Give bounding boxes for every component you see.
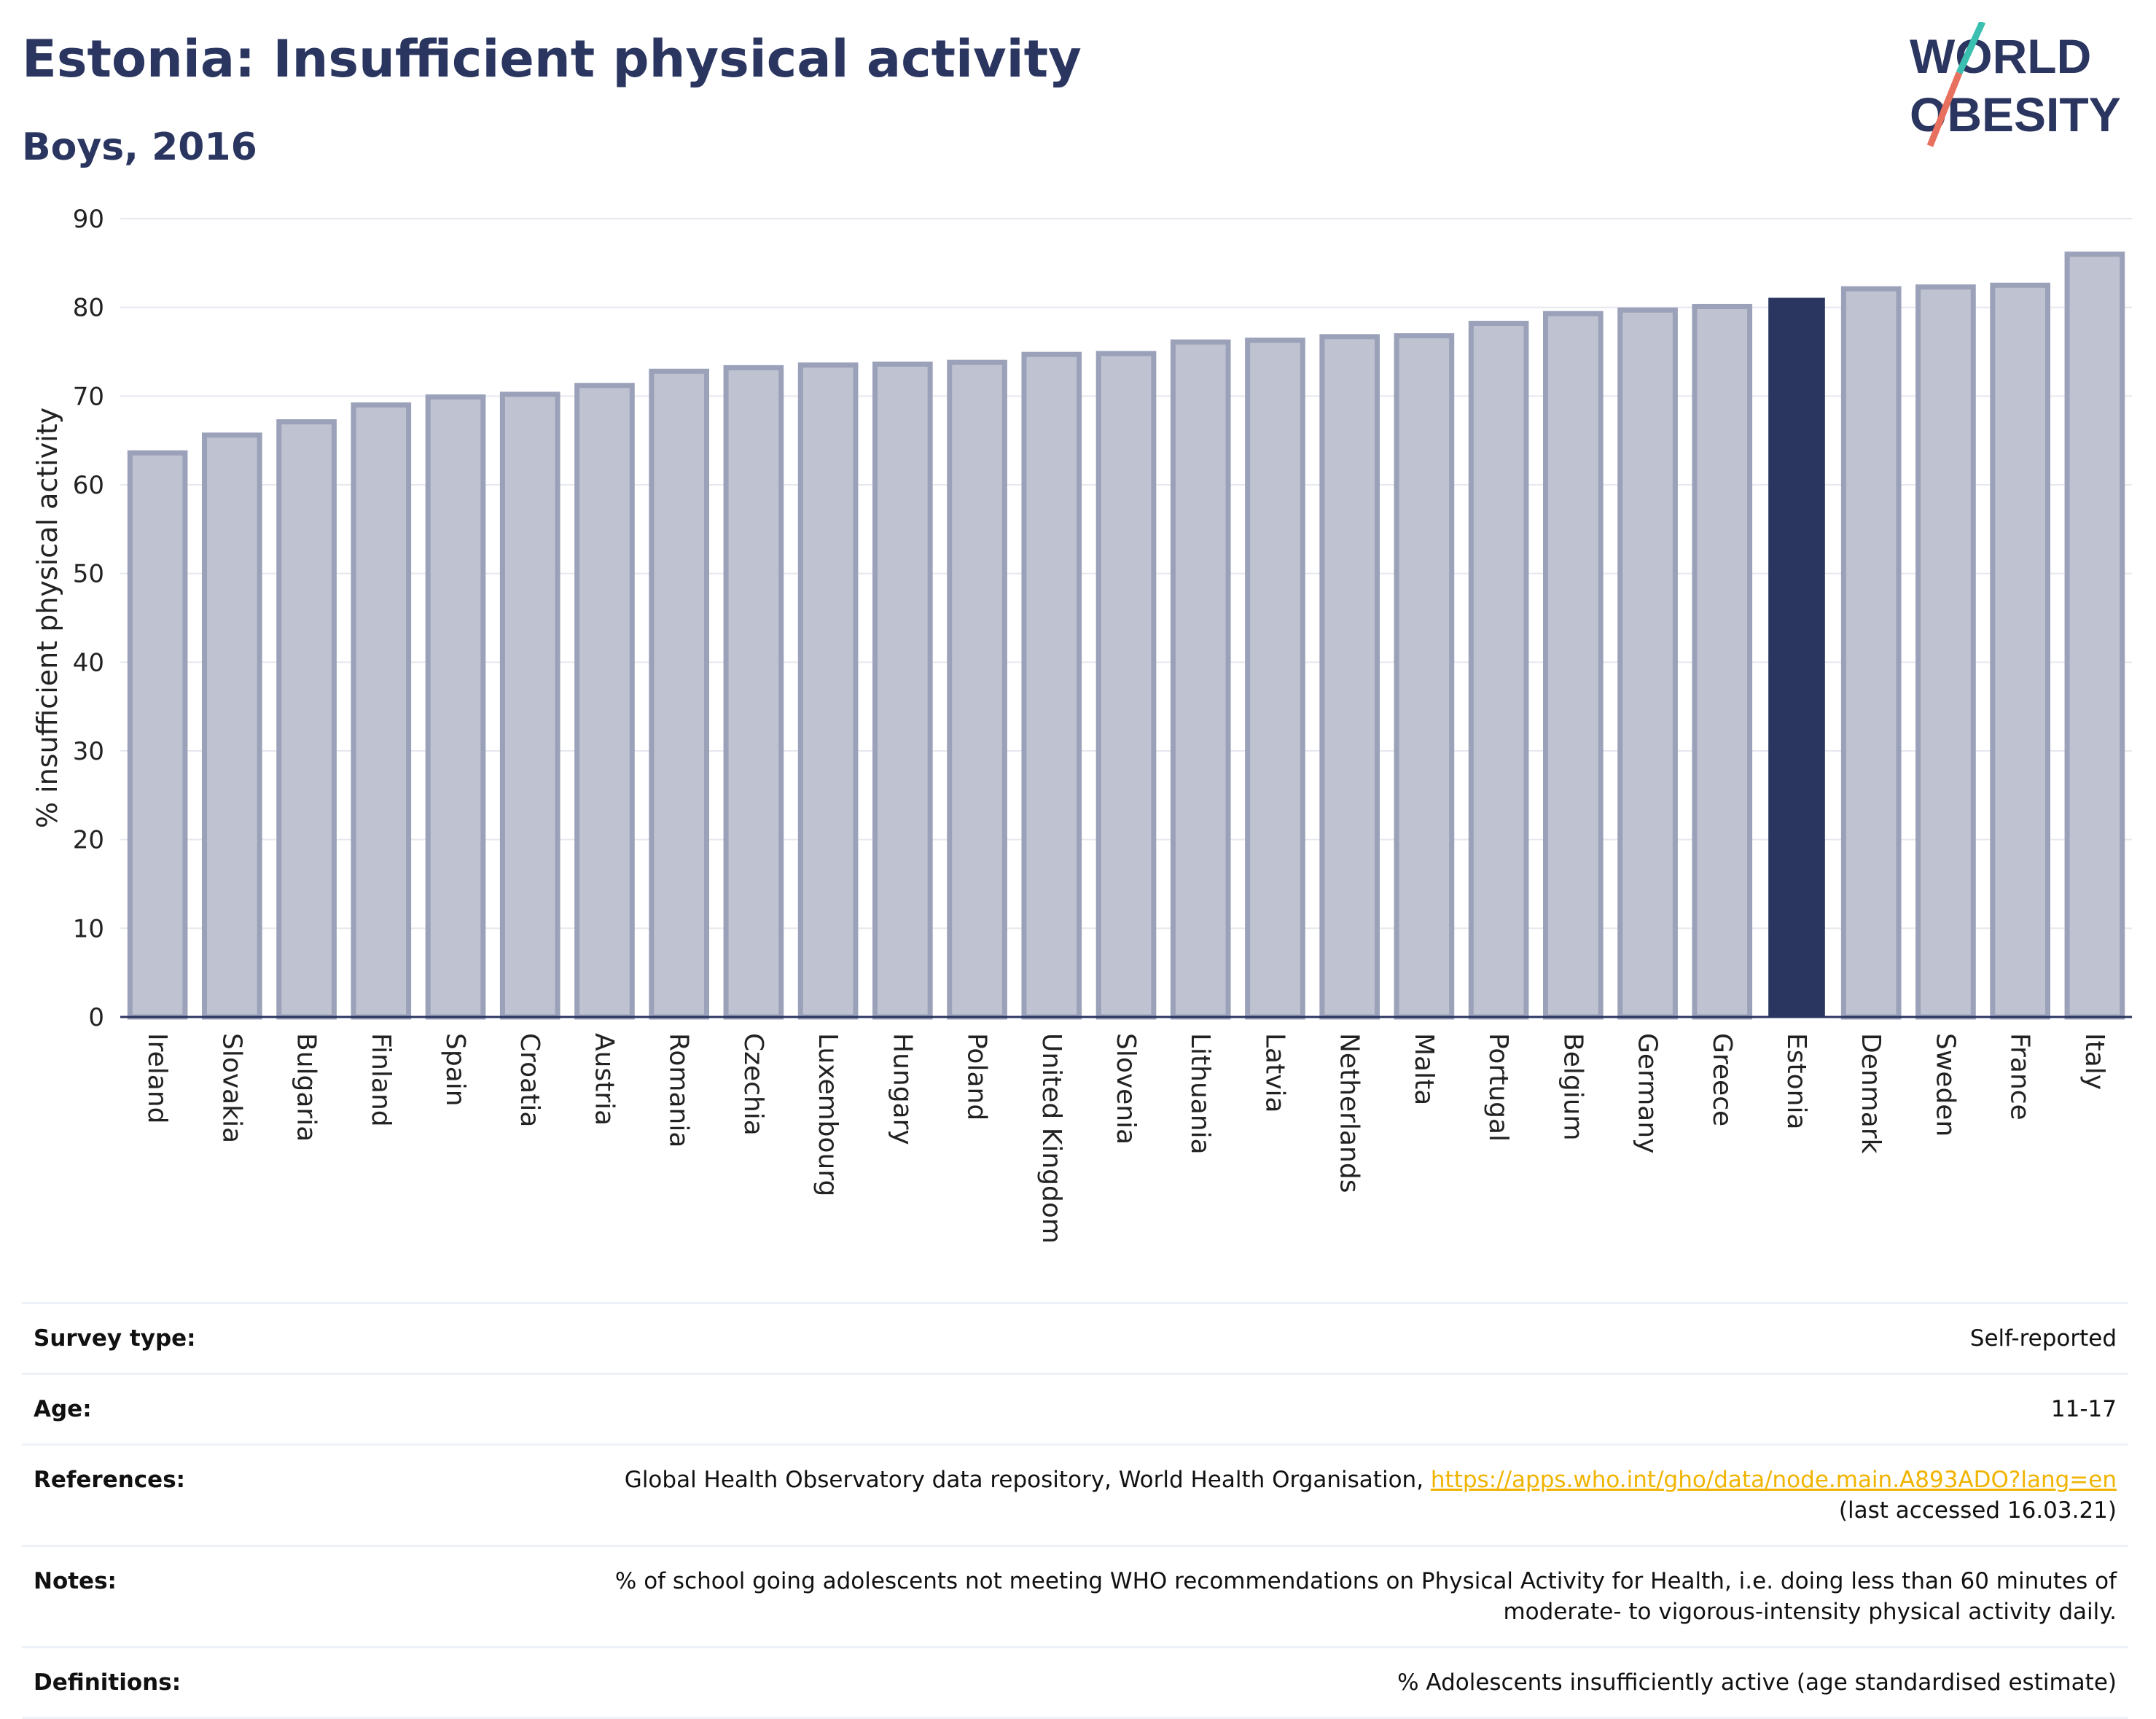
- info-row-references: References: Global Health Observatory da…: [22, 1443, 2128, 1545]
- bar-spain: [425, 394, 486, 1020]
- x-tick-label: Portugal: [1483, 1033, 1513, 1142]
- logo-teal-slash: [1956, 22, 1986, 74]
- survey-type-label: Survey type:: [34, 1325, 196, 1352]
- info-row-definitions: Definitions: % Adolescents insufficientl…: [22, 1646, 2128, 1719]
- page-title: Estonia: Insufficient physical activity: [22, 29, 1082, 89]
- bar-greece: [1692, 303, 1753, 1020]
- bar-netherlands: [1319, 334, 1380, 1020]
- survey-type-value: Self-reported: [1969, 1325, 2117, 1352]
- bar-czechia: [723, 365, 784, 1020]
- x-tick-label: United Kingdom: [1036, 1033, 1066, 1244]
- bar-lithuania: [1170, 339, 1231, 1020]
- definitions-label: Definitions:: [34, 1669, 181, 1696]
- age-label: Age:: [34, 1396, 92, 1422]
- x-tick-label: Ireland: [142, 1033, 172, 1124]
- references-text: Global Health Observatory data repositor…: [624, 1467, 1424, 1493]
- bar-latvia: [1245, 338, 1305, 1020]
- x-tick-label: Germany: [1633, 1033, 1663, 1153]
- y-tick-label: 0: [88, 1003, 104, 1032]
- y-tick-label: 60: [73, 471, 104, 500]
- y-tick-label: 70: [73, 382, 104, 411]
- bar-sweden: [1915, 284, 1976, 1020]
- bar-estonia: [1768, 297, 1825, 1018]
- age-value: 11-17: [2050, 1396, 2117, 1422]
- info-table: Survey type: Self-reported Age: 11-17 Re…: [22, 1302, 2128, 1719]
- bar-united-kingdom: [1021, 351, 1082, 1020]
- logo-coral-slash: [1926, 71, 1963, 147]
- x-tick-label: Romania: [664, 1033, 694, 1147]
- x-tick-label: Lithuania: [1185, 1033, 1215, 1155]
- x-tick-label: Bulgaria: [292, 1033, 321, 1142]
- logo-line1: WORLD: [1910, 29, 2091, 83]
- bar-luxembourg: [797, 362, 859, 1020]
- notes-value: % of school going adolescents not meetin…: [614, 1568, 2117, 1625]
- bar-ireland: [127, 450, 188, 1020]
- bar-italy: [2064, 252, 2125, 1020]
- bar-malta: [1394, 333, 1455, 1020]
- x-tick-label: France: [2005, 1033, 2035, 1120]
- y-tick-label: 10: [73, 914, 104, 943]
- x-tick-label: Malta: [1409, 1033, 1439, 1105]
- world-obesity-logo: WORLD OBESITY: [1910, 22, 2121, 147]
- x-tick-label: Greece: [1707, 1033, 1737, 1126]
- references-link[interactable]: https://apps.who.int/gho/data/node.main.…: [1430, 1467, 2117, 1493]
- x-tick-label: Denmark: [1856, 1033, 1886, 1154]
- y-tick-label: 80: [73, 294, 104, 323]
- y-tick-label: 50: [73, 560, 104, 589]
- y-tick-label: 90: [73, 205, 104, 234]
- bar-france: [1990, 282, 2050, 1020]
- references-label: References:: [34, 1467, 186, 1493]
- x-tick-label: Slovakia: [216, 1033, 246, 1143]
- info-row-age: Age: 11-17: [22, 1373, 2128, 1443]
- x-tick-label: Slovenia: [1111, 1033, 1141, 1145]
- y-axis-title: % insufficient physical activity: [31, 408, 63, 828]
- x-tick-label: Hungary: [887, 1033, 917, 1145]
- x-tick-label: Croatia: [515, 1033, 544, 1127]
- y-tick-label: 40: [73, 648, 104, 677]
- bar-slovenia: [1095, 351, 1157, 1020]
- bar-germany: [1617, 307, 1678, 1020]
- bar-denmark: [1840, 286, 1902, 1020]
- definitions-value: % Adolescents insufficiently active (age…: [1397, 1669, 2117, 1696]
- bar-poland: [947, 359, 1007, 1020]
- bar-croatia: [499, 391, 561, 1020]
- bar-slovakia: [202, 432, 262, 1020]
- x-tick-label: Spain: [440, 1033, 470, 1107]
- page-subtitle: Boys, 2016: [22, 125, 257, 169]
- bar-austria: [574, 383, 635, 1020]
- x-tick-label: Poland: [962, 1033, 992, 1120]
- info-row-survey-type: Survey type: Self-reported: [22, 1302, 2128, 1373]
- bar-portugal: [1468, 321, 1529, 1020]
- info-row-notes: Notes: % of school going adolescents not…: [22, 1545, 2128, 1646]
- x-tick-label: Luxembourg: [813, 1033, 843, 1196]
- bar-finland: [351, 402, 412, 1020]
- y-tick-label: 30: [73, 737, 104, 766]
- x-tick-label: Netherlands: [1335, 1033, 1364, 1193]
- x-tick-label: Austria: [589, 1033, 619, 1126]
- x-tick-label: Italy: [2079, 1033, 2109, 1090]
- notes-label: Notes:: [34, 1568, 117, 1594]
- y-tick-label: 20: [73, 826, 104, 855]
- bar-hungary: [872, 362, 933, 1020]
- x-tick-label: Latvia: [1259, 1033, 1289, 1113]
- bar-romania: [649, 368, 709, 1020]
- bar-chart: 0 10 20 30 40 50 60 70 80 90 % insufficient physic…: [31, 205, 2132, 1244]
- bar-bulgaria: [276, 419, 337, 1020]
- x-tick-label: Czechia: [738, 1033, 768, 1136]
- bar-belgium: [1543, 311, 1604, 1020]
- x-tick-label: Belgium: [1558, 1033, 1587, 1141]
- x-tick-label: Estonia: [1781, 1033, 1811, 1130]
- references-accessed: (last accessed 16.03.21): [1838, 1497, 2117, 1524]
- references-value: Global Health Observatory data repositor…: [625, 1465, 2117, 1526]
- x-tick-label: Sweden: [1930, 1033, 1960, 1137]
- x-tick-label: Finland: [366, 1033, 396, 1127]
